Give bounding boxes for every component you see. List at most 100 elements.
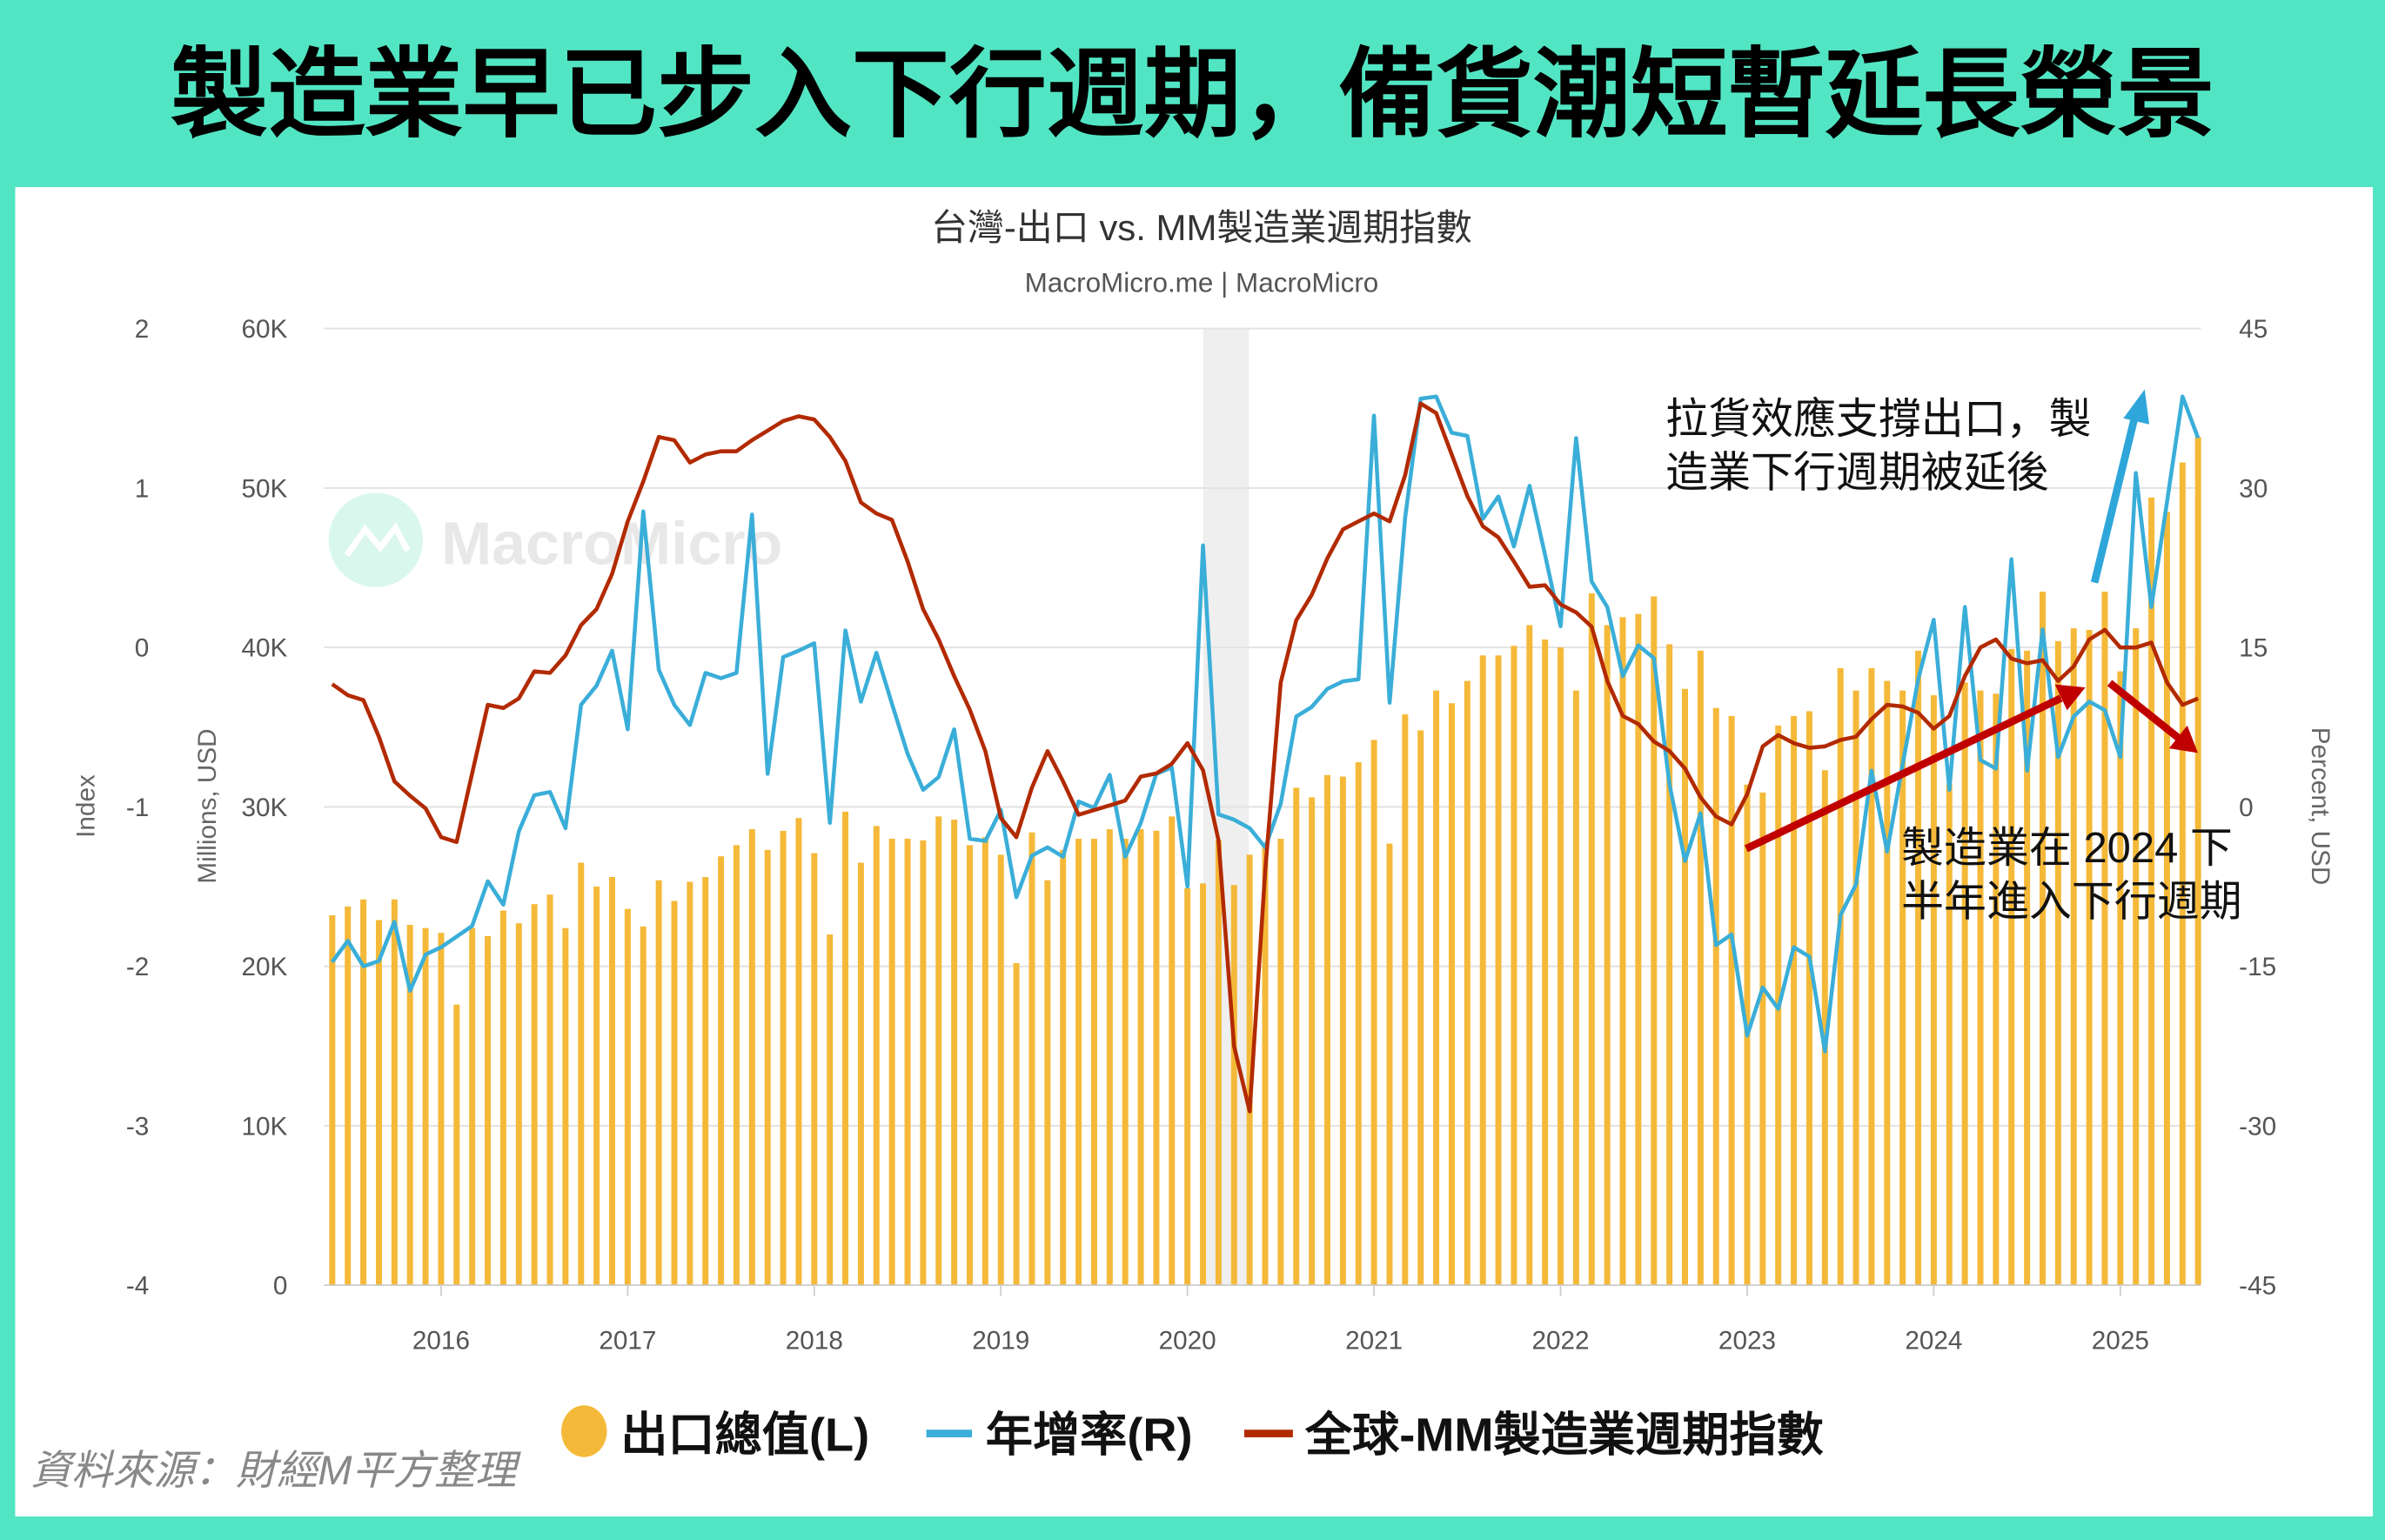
percent-tick-label: 0 bbox=[2239, 793, 2254, 822]
export-bar bbox=[951, 820, 958, 1286]
export-bar bbox=[406, 925, 413, 1286]
exports-tick-label: 0 bbox=[273, 1272, 288, 1301]
export-bar bbox=[1619, 617, 1626, 1286]
export-bar bbox=[1604, 625, 1611, 1286]
export-bar bbox=[1542, 639, 1549, 1286]
percent-axis-title: Percent, USD bbox=[2306, 727, 2335, 886]
export-bar bbox=[733, 845, 740, 1286]
banner-title: 製造業早已步入下行週期，備貨潮短暫延長榮景 bbox=[171, 40, 2214, 149]
index-tick-label: -4 bbox=[126, 1272, 149, 1301]
export-bar bbox=[1153, 830, 1160, 1286]
watermark-text: MacroMicro bbox=[441, 510, 782, 578]
export-bar bbox=[1044, 880, 1051, 1286]
export-bar bbox=[2039, 591, 2046, 1286]
export-bar bbox=[640, 926, 646, 1286]
export-bar bbox=[2148, 497, 2155, 1286]
export-bar bbox=[546, 894, 553, 1286]
export-bar bbox=[1837, 667, 1844, 1286]
chart-title: 台灣-出口 vs. MM製造業週期指數 bbox=[931, 207, 1472, 248]
index-tick-label: -2 bbox=[126, 953, 149, 981]
export-bar bbox=[1106, 829, 1113, 1286]
export-bar bbox=[1417, 730, 1424, 1286]
export-bar bbox=[485, 935, 492, 1286]
exports-tick-label: 20K bbox=[242, 953, 288, 981]
export-bar bbox=[997, 854, 1004, 1286]
export-bar bbox=[499, 910, 506, 1286]
export-bar bbox=[1433, 690, 1440, 1286]
index-line bbox=[331, 401, 2200, 1114]
export-bar bbox=[375, 920, 382, 1286]
export-bar bbox=[1946, 784, 1953, 1286]
export-bar bbox=[1588, 593, 1595, 1286]
export-bar bbox=[1791, 715, 1798, 1286]
export-bar bbox=[1277, 839, 1284, 1286]
legend-item-yoy[interactable]: 年增率(R) bbox=[926, 1409, 1193, 1462]
export-bar bbox=[811, 853, 818, 1286]
x-tick-label: 2020 bbox=[1159, 1327, 1216, 1356]
percent-tick-label: 15 bbox=[2239, 634, 2268, 663]
export-bar bbox=[655, 880, 662, 1286]
export-bar bbox=[1884, 680, 1891, 1286]
axis-ticks: 2 60K 45 1 50K 30 0 40K 15 -1 30K 0 -2 20K -15 -3 10K -30… bbox=[126, 315, 2276, 1355]
exports-tick-label: 50K bbox=[242, 474, 288, 503]
export-bar bbox=[857, 862, 864, 1286]
export-bar bbox=[1728, 715, 1735, 1286]
export-bar bbox=[1169, 816, 1176, 1286]
red-down-arrow bbox=[2107, 680, 2198, 753]
export-bar bbox=[360, 899, 367, 1286]
exports-tick-label: 60K bbox=[242, 315, 288, 344]
index-tick-label: 2 bbox=[135, 315, 150, 344]
export-bar bbox=[1137, 829, 1144, 1286]
x-tick-label: 2017 bbox=[599, 1327, 656, 1356]
export-bar bbox=[1370, 740, 1377, 1286]
export-bar bbox=[920, 840, 927, 1286]
export-bar bbox=[1215, 840, 1222, 1286]
index-axis-title: Index bbox=[71, 774, 100, 838]
annotation-upper-line1: 拉貨效應支撐出口，製 bbox=[1665, 396, 2091, 443]
export-bar bbox=[687, 881, 693, 1286]
export-bar bbox=[438, 933, 445, 1286]
percent-tick-label: -45 bbox=[2239, 1272, 2276, 1301]
export-bar bbox=[578, 862, 585, 1286]
export-bar bbox=[967, 845, 973, 1286]
export-bar bbox=[593, 887, 600, 1286]
export-bar bbox=[422, 927, 429, 1286]
export-bar bbox=[2117, 671, 2124, 1286]
export-bar bbox=[1915, 650, 1922, 1286]
export-bar bbox=[842, 811, 849, 1286]
export-bar bbox=[795, 818, 802, 1286]
export-bar bbox=[1681, 688, 1688, 1286]
export-bar bbox=[469, 927, 476, 1286]
export-bar bbox=[702, 877, 709, 1286]
red-up-arrow bbox=[1744, 684, 2086, 853]
export-bar bbox=[1309, 797, 1316, 1286]
export-bar bbox=[1977, 690, 1984, 1286]
x-tick-label: 2024 bbox=[1905, 1327, 1962, 1356]
legend-item-index[interactable]: 全球-MM製造業週期指數 bbox=[1243, 1409, 1824, 1462]
percent-tick-label: -15 bbox=[2239, 953, 2276, 981]
index-tick-label: 0 bbox=[135, 634, 150, 663]
export-bar bbox=[1075, 839, 1082, 1286]
export-bar bbox=[1090, 839, 1097, 1286]
annotation-lower-line1: 製造業在 2024 下 bbox=[1901, 825, 2233, 872]
export-bar bbox=[609, 877, 616, 1286]
export-bar bbox=[1246, 854, 1253, 1286]
export-bar bbox=[1464, 680, 1471, 1286]
blue-up-arrow bbox=[2090, 389, 2150, 584]
export-bar bbox=[1511, 646, 1517, 1286]
export-bar bbox=[1651, 596, 1658, 1286]
index-tick-label: 1 bbox=[135, 474, 150, 503]
export-bar bbox=[2008, 648, 2015, 1286]
export-bar bbox=[1402, 714, 1409, 1286]
legend-line-icon bbox=[1243, 1430, 1293, 1437]
legend-item-exports[interactable]: 出口總值(L) bbox=[561, 1405, 869, 1462]
export-bar bbox=[1355, 762, 1362, 1286]
x-tick-label: 2018 bbox=[786, 1327, 843, 1356]
export-bar bbox=[1495, 655, 1502, 1286]
export-bar bbox=[1666, 644, 1673, 1286]
export-bar bbox=[391, 899, 398, 1286]
export-bar bbox=[873, 826, 880, 1286]
export-bar bbox=[1013, 962, 1020, 1286]
percent-tick-label: -30 bbox=[2239, 1112, 2276, 1141]
x-tick-label: 2025 bbox=[2092, 1327, 2149, 1356]
